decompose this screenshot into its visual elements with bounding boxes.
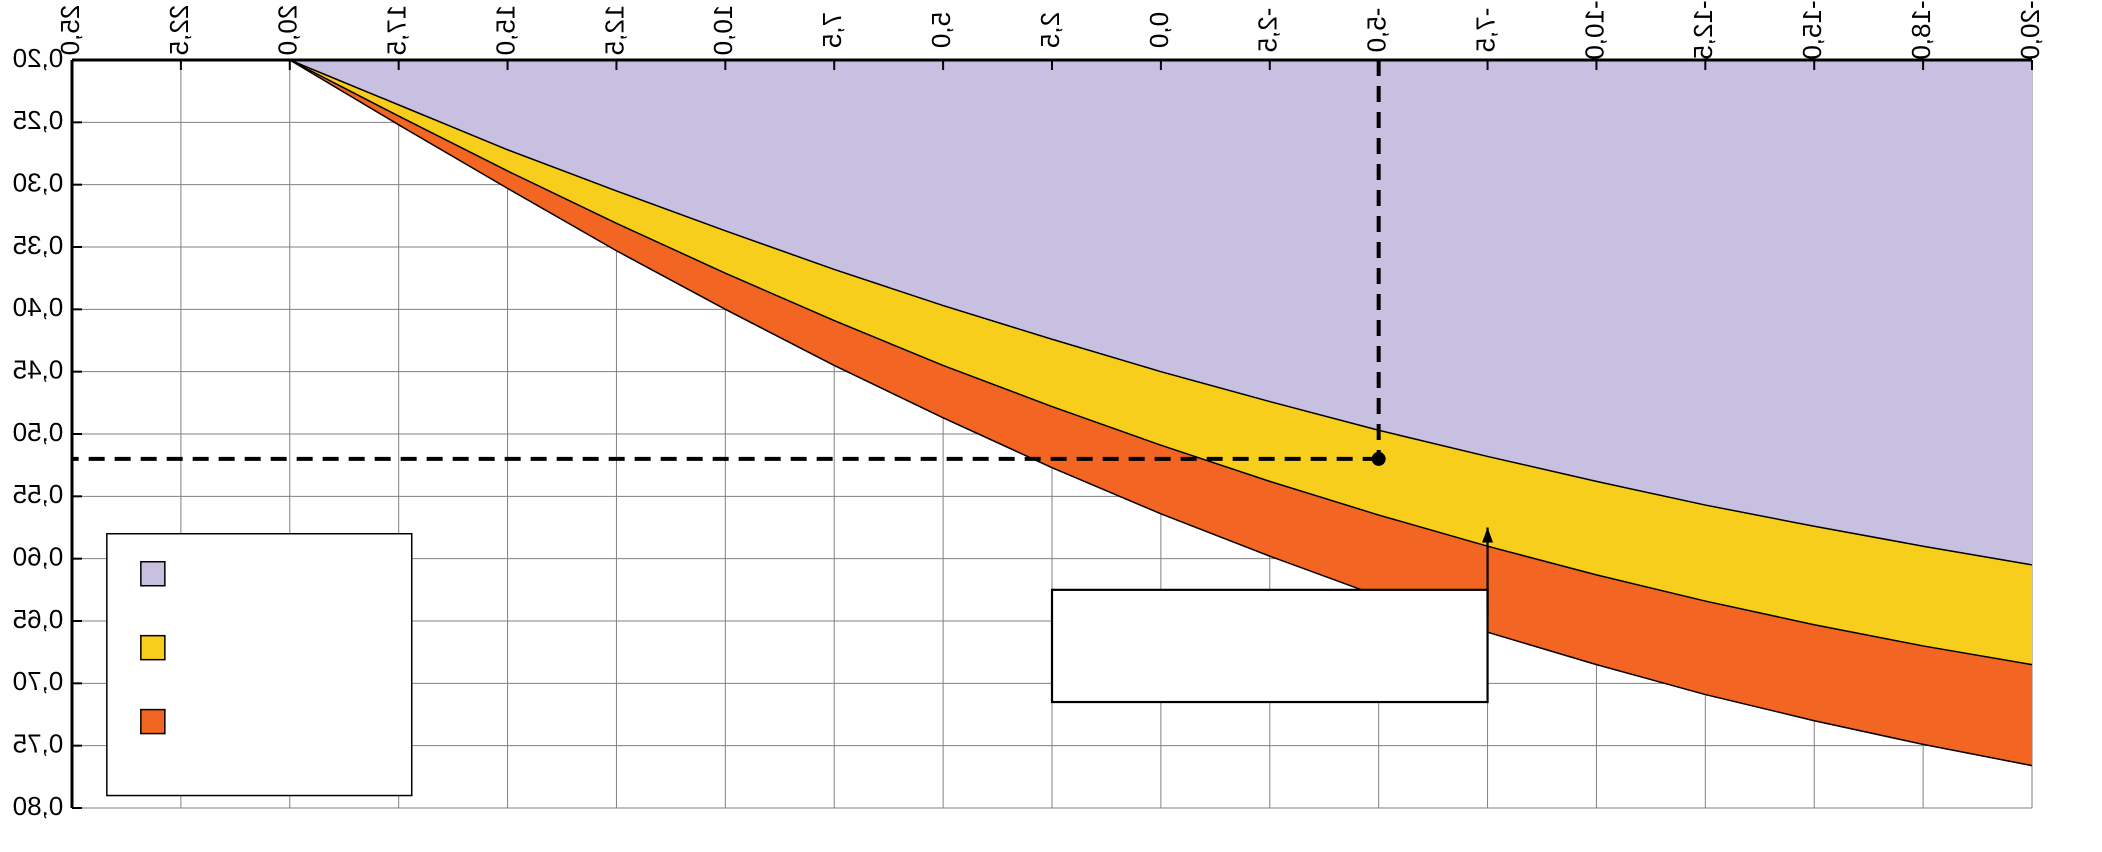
tick-label: -15,0 xyxy=(1797,0,1827,59)
legend-swatch xyxy=(141,562,165,586)
legend-swatch xyxy=(141,636,165,660)
tick-label: 12,5 xyxy=(599,5,629,56)
tick-label: 0,60 xyxy=(13,542,64,572)
tick-label: -12,5 xyxy=(1688,0,1718,59)
tick-label: 15,0 xyxy=(490,5,520,56)
tick-label: -5,0 xyxy=(1362,8,1392,53)
tick-label: 0,30 xyxy=(13,168,64,198)
tick-label: 0,80 xyxy=(13,791,64,821)
tick-label: 0,25 xyxy=(13,105,64,135)
tick-label: 0,70 xyxy=(13,666,64,696)
tick-label: 0,20 xyxy=(13,43,64,73)
tick-label: 2,5 xyxy=(1035,12,1065,48)
tick-label: 0,45 xyxy=(13,355,64,385)
legend xyxy=(107,534,412,796)
tick-label: 0,55 xyxy=(13,479,64,509)
tick-label: -10,0 xyxy=(1579,0,1609,59)
legend-swatch xyxy=(141,710,165,734)
tick-label: 10,0 xyxy=(708,5,738,56)
tick-label: 0,40 xyxy=(13,292,64,322)
area-chart: 25,022,520,017,515,012,510,07,55,02,50,0… xyxy=(0,0,2102,852)
tick-label: 7,5 xyxy=(817,12,847,48)
tick-label: 0,75 xyxy=(13,729,64,759)
tick-label: -18,0 xyxy=(1906,0,1936,59)
tick-label: 5,0 xyxy=(926,12,956,48)
tick-label: -2,5 xyxy=(1253,8,1283,53)
tick-label: -7,5 xyxy=(1470,8,1500,53)
tick-label: 0,0 xyxy=(1144,12,1174,48)
tick-label: 17,5 xyxy=(382,5,412,56)
tick-label: 22,5 xyxy=(164,5,194,56)
tick-label: 0,65 xyxy=(13,604,64,634)
tick-label: 0,50 xyxy=(13,417,64,447)
tick-label: -20,0 xyxy=(2015,0,2045,59)
tick-label: 0,35 xyxy=(13,230,64,260)
tick-label: 20,0 xyxy=(273,5,303,56)
